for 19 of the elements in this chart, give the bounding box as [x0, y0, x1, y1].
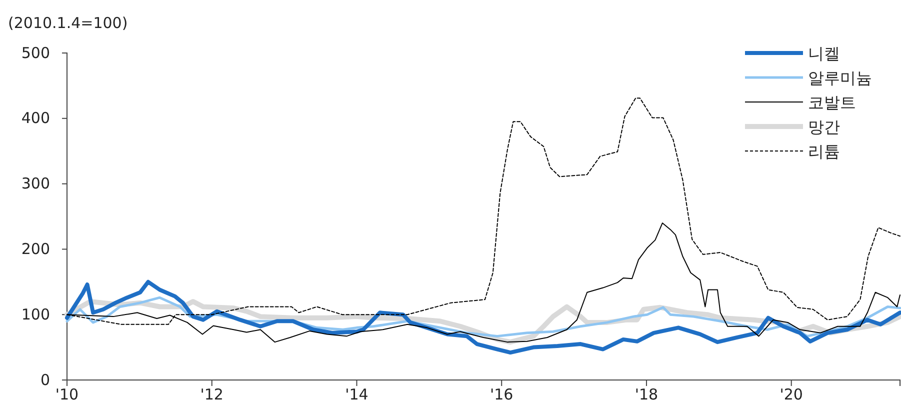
y-tick-label: 300: [21, 174, 50, 193]
x-tick-label: '12: [200, 386, 224, 404]
y-tick-label: 100: [21, 305, 50, 324]
y-axis-title: (2010.1.4=100): [8, 14, 128, 32]
x-tick-label: '18: [634, 386, 658, 404]
x-tick-label: '10: [55, 386, 79, 404]
legend-label: 니켈: [808, 44, 840, 63]
legend-label: 알루미늄: [808, 68, 872, 88]
legend-label: 망간: [808, 118, 840, 136]
x-tick-label: '16: [490, 386, 514, 404]
line-series: [65, 280, 901, 355]
y-tick-label: 500: [21, 44, 50, 62]
y-tick-label: 400: [21, 109, 50, 128]
y-tick-label: 200: [21, 240, 50, 258]
x-tick-label: '20: [780, 386, 803, 404]
y-tick-label: 0: [40, 370, 50, 389]
x-tick-label: '14: [345, 386, 368, 404]
legend-label: 코발트: [808, 93, 856, 112]
legend-label: 리튬: [808, 142, 840, 161]
